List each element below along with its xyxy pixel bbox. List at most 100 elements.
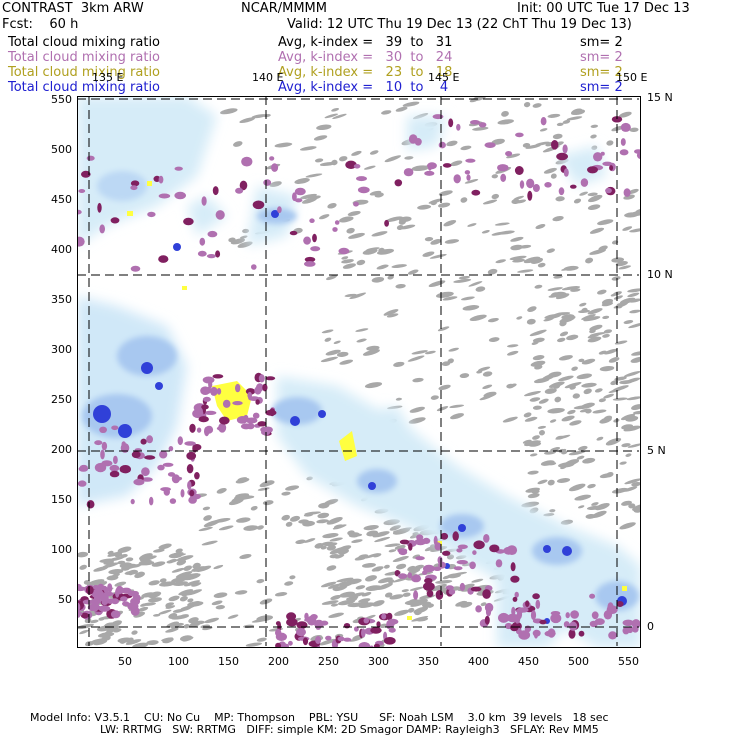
gray-streak	[412, 532, 419, 536]
gray-streak	[446, 573, 461, 579]
gray-streak	[202, 506, 211, 511]
gray-streak	[117, 546, 132, 553]
gray-streak	[610, 380, 619, 386]
magenta-cell	[294, 198, 303, 203]
gray-streak	[86, 579, 105, 586]
magenta-cell	[78, 189, 86, 193]
magenta-cell	[591, 611, 599, 620]
gray-streak	[547, 479, 555, 486]
gray-streak	[590, 124, 598, 128]
map-field-graphic	[77, 96, 641, 648]
x-tick-label: 450	[518, 655, 539, 668]
legend-sm-2: sm= 2	[580, 50, 623, 65]
gray-streak	[285, 521, 293, 527]
gray-streak	[584, 457, 593, 463]
gray-streak	[336, 577, 354, 583]
magenta-cell	[544, 182, 552, 188]
gray-streak	[153, 613, 161, 617]
gray-streak	[319, 638, 336, 646]
magenta-cell	[202, 396, 211, 402]
magenta-cell	[594, 618, 605, 625]
gray-streak	[553, 275, 563, 279]
gray-streak	[240, 235, 248, 239]
legend-range-1: Avg, k-index = 39 to 31	[278, 35, 453, 50]
magenta-cell	[423, 564, 435, 573]
gray-streak	[137, 606, 149, 612]
gray-streak	[402, 101, 420, 107]
gray-streak	[571, 366, 578, 371]
magenta-cell	[140, 438, 147, 445]
magenta-cell	[113, 455, 118, 465]
magenta-cell	[81, 170, 91, 178]
gray-streak	[532, 405, 542, 410]
magenta-cell	[373, 643, 380, 648]
magenta-cell	[269, 408, 276, 417]
magenta-cell	[563, 168, 569, 177]
magenta-cell	[407, 572, 413, 579]
x-tick-label: 50	[118, 655, 132, 668]
gray-streak	[325, 349, 341, 356]
gray-streak	[148, 580, 160, 586]
gray-streak	[376, 264, 389, 270]
gray-streak	[585, 409, 592, 414]
gray-streak	[564, 382, 582, 389]
gray-streak	[548, 294, 558, 298]
gray-streak	[527, 470, 539, 475]
magenta-cell	[578, 630, 585, 637]
gray-streak	[191, 582, 202, 587]
magenta-cell	[158, 255, 169, 263]
magenta-cell	[570, 610, 579, 619]
magenta-cell	[303, 236, 311, 245]
gray-streak	[148, 597, 162, 603]
gray-streak	[627, 292, 640, 298]
gray-streak	[566, 334, 579, 341]
gray-streak	[172, 608, 185, 613]
gray-streak	[326, 517, 343, 525]
gray-streak	[329, 546, 347, 555]
gray-streak	[334, 553, 345, 559]
gray-streak	[180, 590, 191, 597]
gray-streak	[507, 383, 517, 388]
gray-streak	[243, 525, 259, 531]
gray-streak	[389, 525, 401, 531]
y-tick-label: 100	[51, 543, 72, 556]
magenta-cell	[332, 227, 338, 232]
gray-streak	[535, 224, 546, 229]
gray-streak	[79, 629, 89, 635]
magenta-cell	[550, 611, 561, 616]
magenta-cell	[296, 628, 306, 637]
magenta-cell	[593, 152, 603, 162]
magenta-cell	[563, 621, 570, 628]
gray-streak	[597, 289, 607, 295]
gray-streak	[549, 509, 556, 513]
gray-streak	[211, 600, 223, 606]
gray-streak	[384, 155, 402, 163]
magenta-cell	[580, 178, 589, 187]
gray-streak	[618, 111, 632, 118]
magenta-cell	[459, 582, 466, 591]
gray-streak	[168, 595, 180, 602]
magenta-cell	[77, 480, 87, 487]
gray-streak	[138, 559, 150, 566]
magenta-cell	[277, 206, 282, 214]
magenta-cell	[394, 179, 403, 187]
gray-streak	[491, 138, 505, 145]
magenta-cell	[77, 586, 86, 592]
gray-streak	[550, 173, 557, 179]
magenta-cell	[518, 630, 531, 640]
magenta-cell	[199, 237, 206, 246]
gray-streak	[424, 236, 434, 242]
magenta-cell	[383, 637, 396, 645]
magenta-cell	[609, 165, 614, 171]
gray-streak	[77, 623, 94, 630]
gray-streak	[482, 371, 493, 377]
gray-streak	[384, 543, 401, 547]
magenta-cell	[196, 427, 202, 433]
magenta-cell	[315, 636, 322, 644]
gray-streak	[371, 276, 385, 283]
gray-streak	[621, 424, 634, 430]
gray-streak	[632, 504, 641, 512]
gray-streak	[532, 103, 542, 108]
magenta-cell	[257, 421, 267, 427]
magenta-cell	[540, 117, 547, 126]
